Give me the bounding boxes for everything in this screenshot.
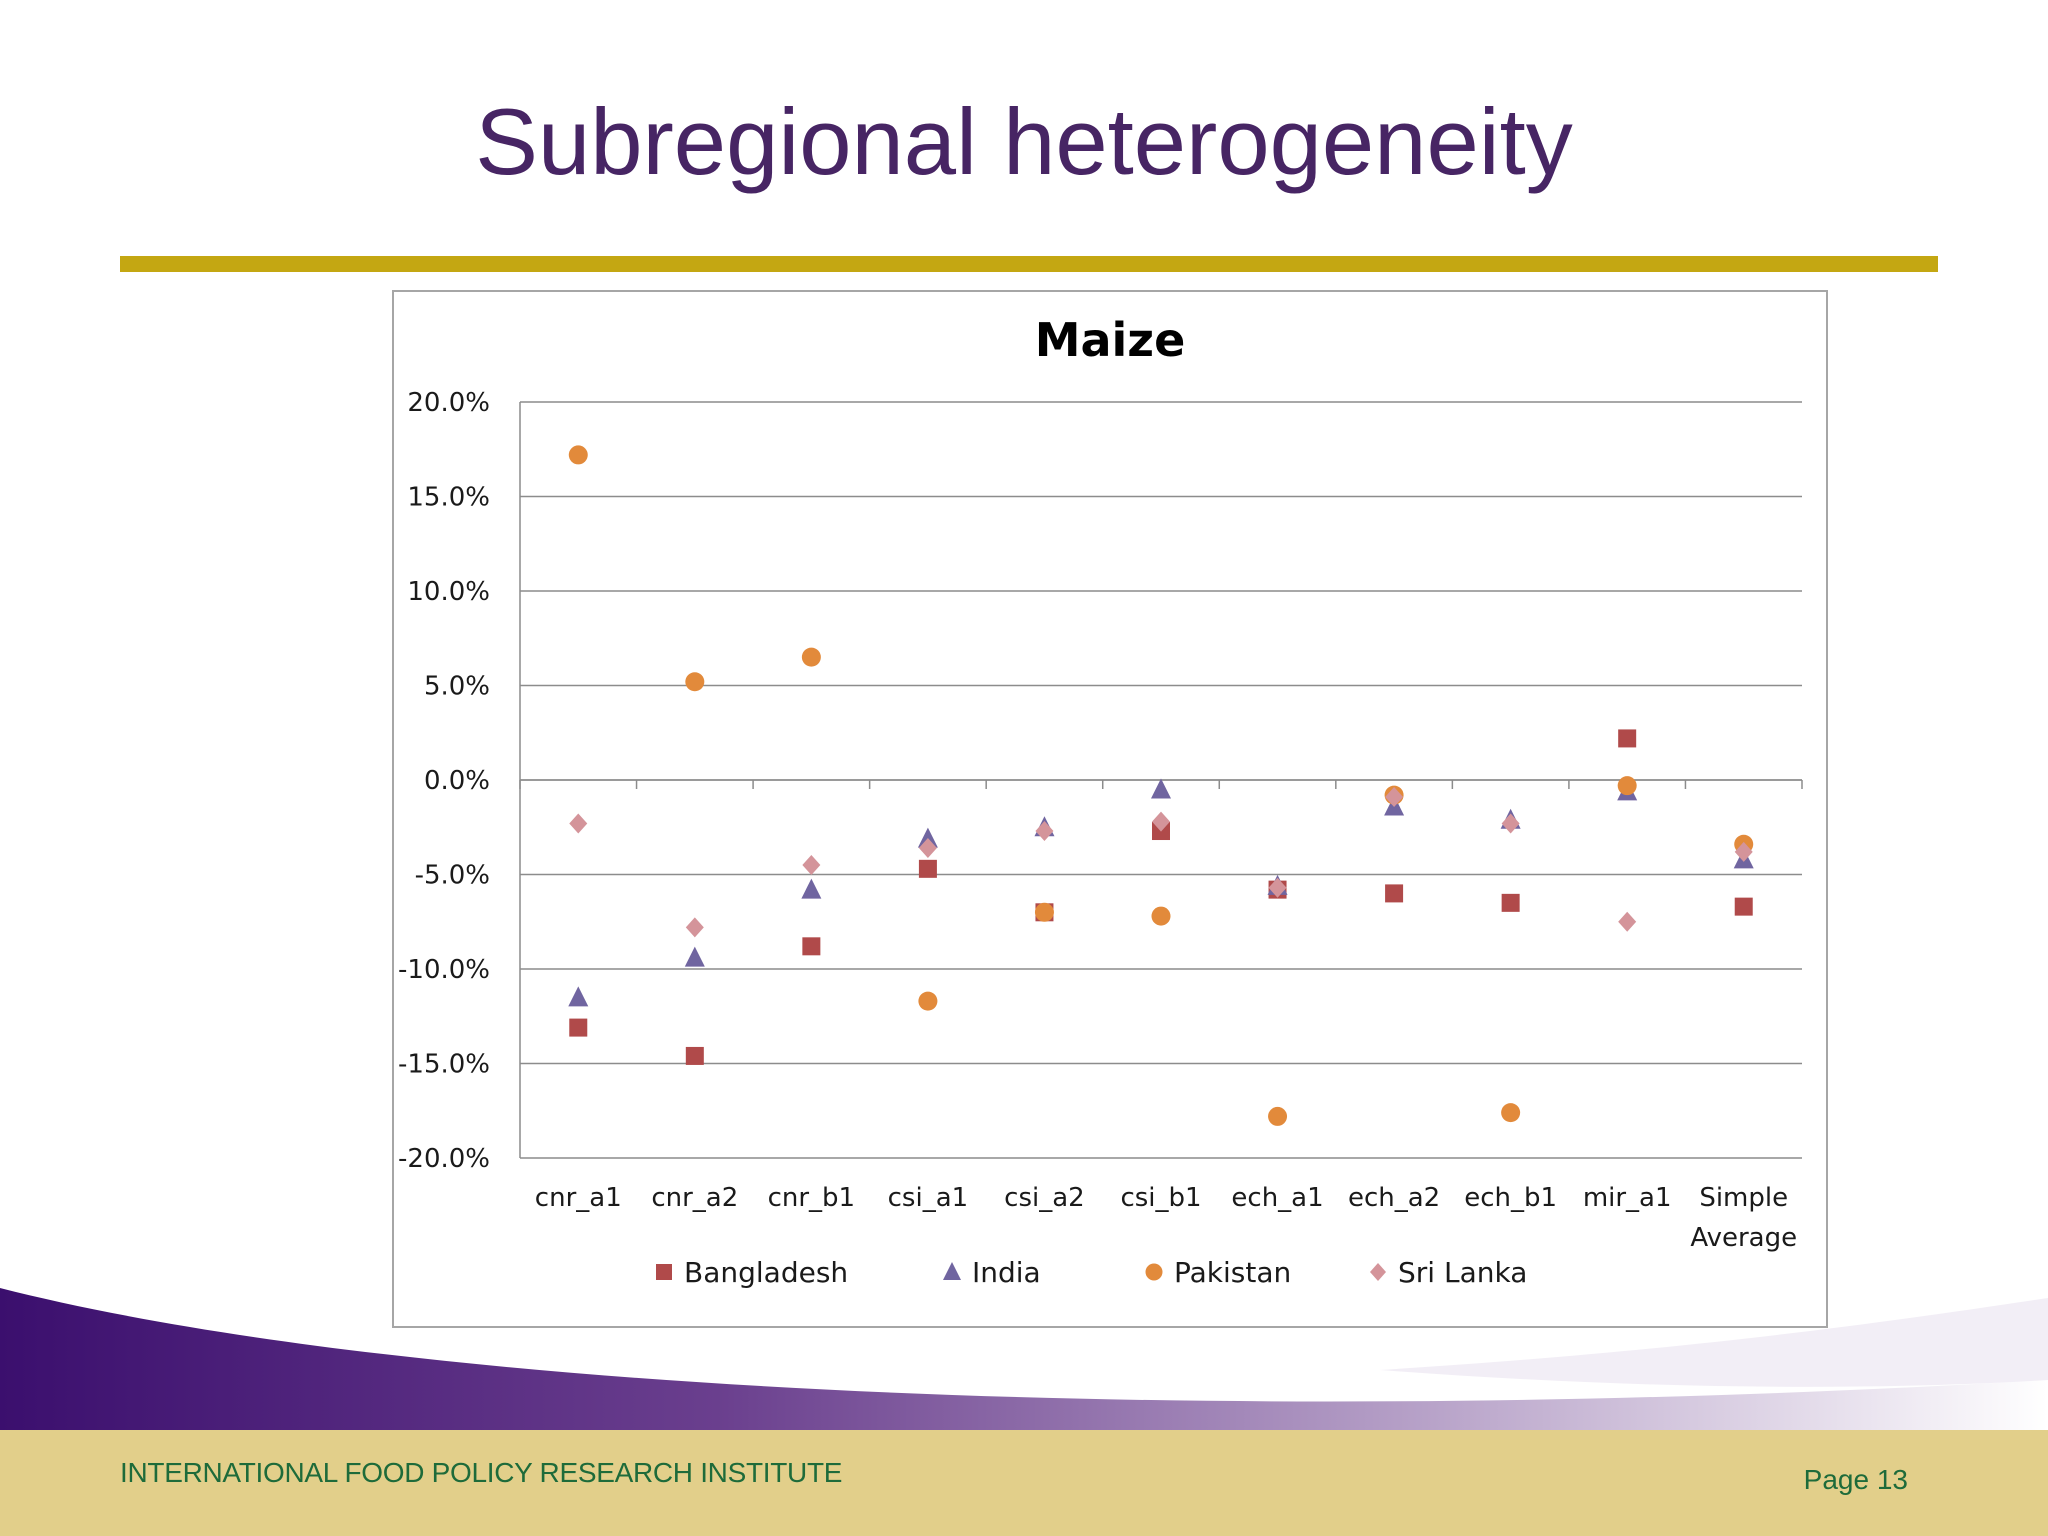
x-tick-label: Simple Average xyxy=(1690,1183,1797,1253)
data-point-india xyxy=(1151,778,1171,799)
x-tick-label: csi_b1 xyxy=(1120,1183,1201,1213)
page-number: Page 13 xyxy=(1803,1464,1908,1495)
data-point-pakistan xyxy=(568,445,588,465)
data-point-sri-lanka xyxy=(1385,787,1404,808)
data-point-pakistan xyxy=(1151,906,1171,926)
data-point-sri-lanka xyxy=(1268,877,1287,898)
data-point-pakistan xyxy=(1268,1106,1288,1126)
x-tick-label: ech_a2 xyxy=(1348,1183,1440,1213)
chart-frame: Maize 20.0% 15.0% 10.0% 5.0% 0.0% -5.0% -10.0%… xyxy=(392,290,1828,1328)
data-point-sri-lanka xyxy=(1035,821,1054,842)
x-tick-label: csi_a2 xyxy=(1004,1183,1085,1213)
data-point-sri-lanka xyxy=(1734,841,1753,862)
data-point-pakistan xyxy=(1501,1103,1521,1123)
legend-item-pakistan: Pakistan xyxy=(1145,1256,1291,1289)
data-point-india xyxy=(568,986,589,1007)
x-tick-label: ech_b1 xyxy=(1464,1183,1557,1213)
slide-title: Subregional heterogeneity xyxy=(475,89,1573,194)
legend-item-india: India xyxy=(943,1256,1041,1289)
footer-band xyxy=(0,1430,2048,1536)
x-tick-label: mir_a1 xyxy=(1583,1183,1672,1213)
data-point-bangladesh xyxy=(685,1046,704,1065)
footer-organization: INTERNATIONAL FOOD POLICY RESEARCH INSTI… xyxy=(120,1457,843,1488)
chart-title: Maize xyxy=(1035,313,1186,367)
data-point-sri-lanka xyxy=(802,855,821,876)
legend-item-bangladesh: Bangladesh xyxy=(656,1256,848,1289)
legend-marker xyxy=(656,1264,672,1280)
decorative-swoosh xyxy=(0,1288,2048,1430)
legend-marker xyxy=(1145,1263,1163,1281)
data-point-bangladesh xyxy=(1618,729,1637,748)
x-tick-label: csi_a1 xyxy=(888,1183,969,1213)
y-tick-label: 10.0% xyxy=(407,577,490,607)
data-point-sri-lanka xyxy=(1152,811,1170,832)
data-point-pakistan xyxy=(685,672,705,692)
data-point-sri-lanka xyxy=(1501,813,1520,834)
data-point-india xyxy=(684,946,705,967)
legend-label: India xyxy=(972,1256,1041,1289)
x-tick-label: ech_a1 xyxy=(1231,1183,1323,1213)
title-rule xyxy=(120,256,1938,272)
legend-label: Pakistan xyxy=(1174,1256,1291,1289)
data-point-india xyxy=(917,827,938,848)
legend-marker xyxy=(1370,1263,1386,1281)
data-point-bangladesh xyxy=(1734,897,1753,916)
y-tick-label: -10.0% xyxy=(398,955,490,985)
data-point-sri-lanka xyxy=(569,813,588,834)
data-point-bangladesh xyxy=(918,859,937,878)
data-point-bangladesh xyxy=(569,1018,588,1037)
data-point-pakistan xyxy=(1617,776,1637,796)
data-point-sri-lanka xyxy=(918,838,937,859)
y-tick-label: 0.0% xyxy=(424,766,490,796)
legend-item-sri-lanka: Sri Lanka xyxy=(1370,1256,1527,1289)
data-point-bangladesh xyxy=(802,937,821,956)
data-point-sri-lanka xyxy=(685,917,704,938)
data-point-india xyxy=(801,878,822,899)
y-tick-label: -20.0% xyxy=(398,1144,490,1174)
data-point-pakistan xyxy=(801,647,821,667)
x-tick-label: cnr_a2 xyxy=(651,1183,738,1213)
legend-label: Bangladesh xyxy=(684,1256,848,1289)
y-tick-label: -5.0% xyxy=(415,861,490,891)
data-point-sri-lanka xyxy=(1618,911,1637,932)
legend-marker xyxy=(943,1262,961,1280)
y-tick-label: 5.0% xyxy=(424,672,490,702)
data-point-bangladesh xyxy=(1385,884,1404,903)
x-tick-label: cnr_b1 xyxy=(768,1183,856,1213)
maize-scatter-chart: Maize 20.0% 15.0% 10.0% 5.0% 0.0% -5.0% -10.0%… xyxy=(398,313,1803,1289)
y-tick-label: 20.0% xyxy=(407,388,490,418)
data-point-pakistan xyxy=(1034,902,1054,922)
legend-label: Sri Lanka xyxy=(1398,1256,1527,1289)
y-tick-label: 15.0% xyxy=(407,483,490,513)
data-point-bangladesh xyxy=(1501,893,1520,912)
x-tick-label: cnr_a1 xyxy=(535,1183,622,1213)
data-point-pakistan xyxy=(918,991,938,1011)
y-tick-label: -15.0% xyxy=(398,1050,490,1080)
